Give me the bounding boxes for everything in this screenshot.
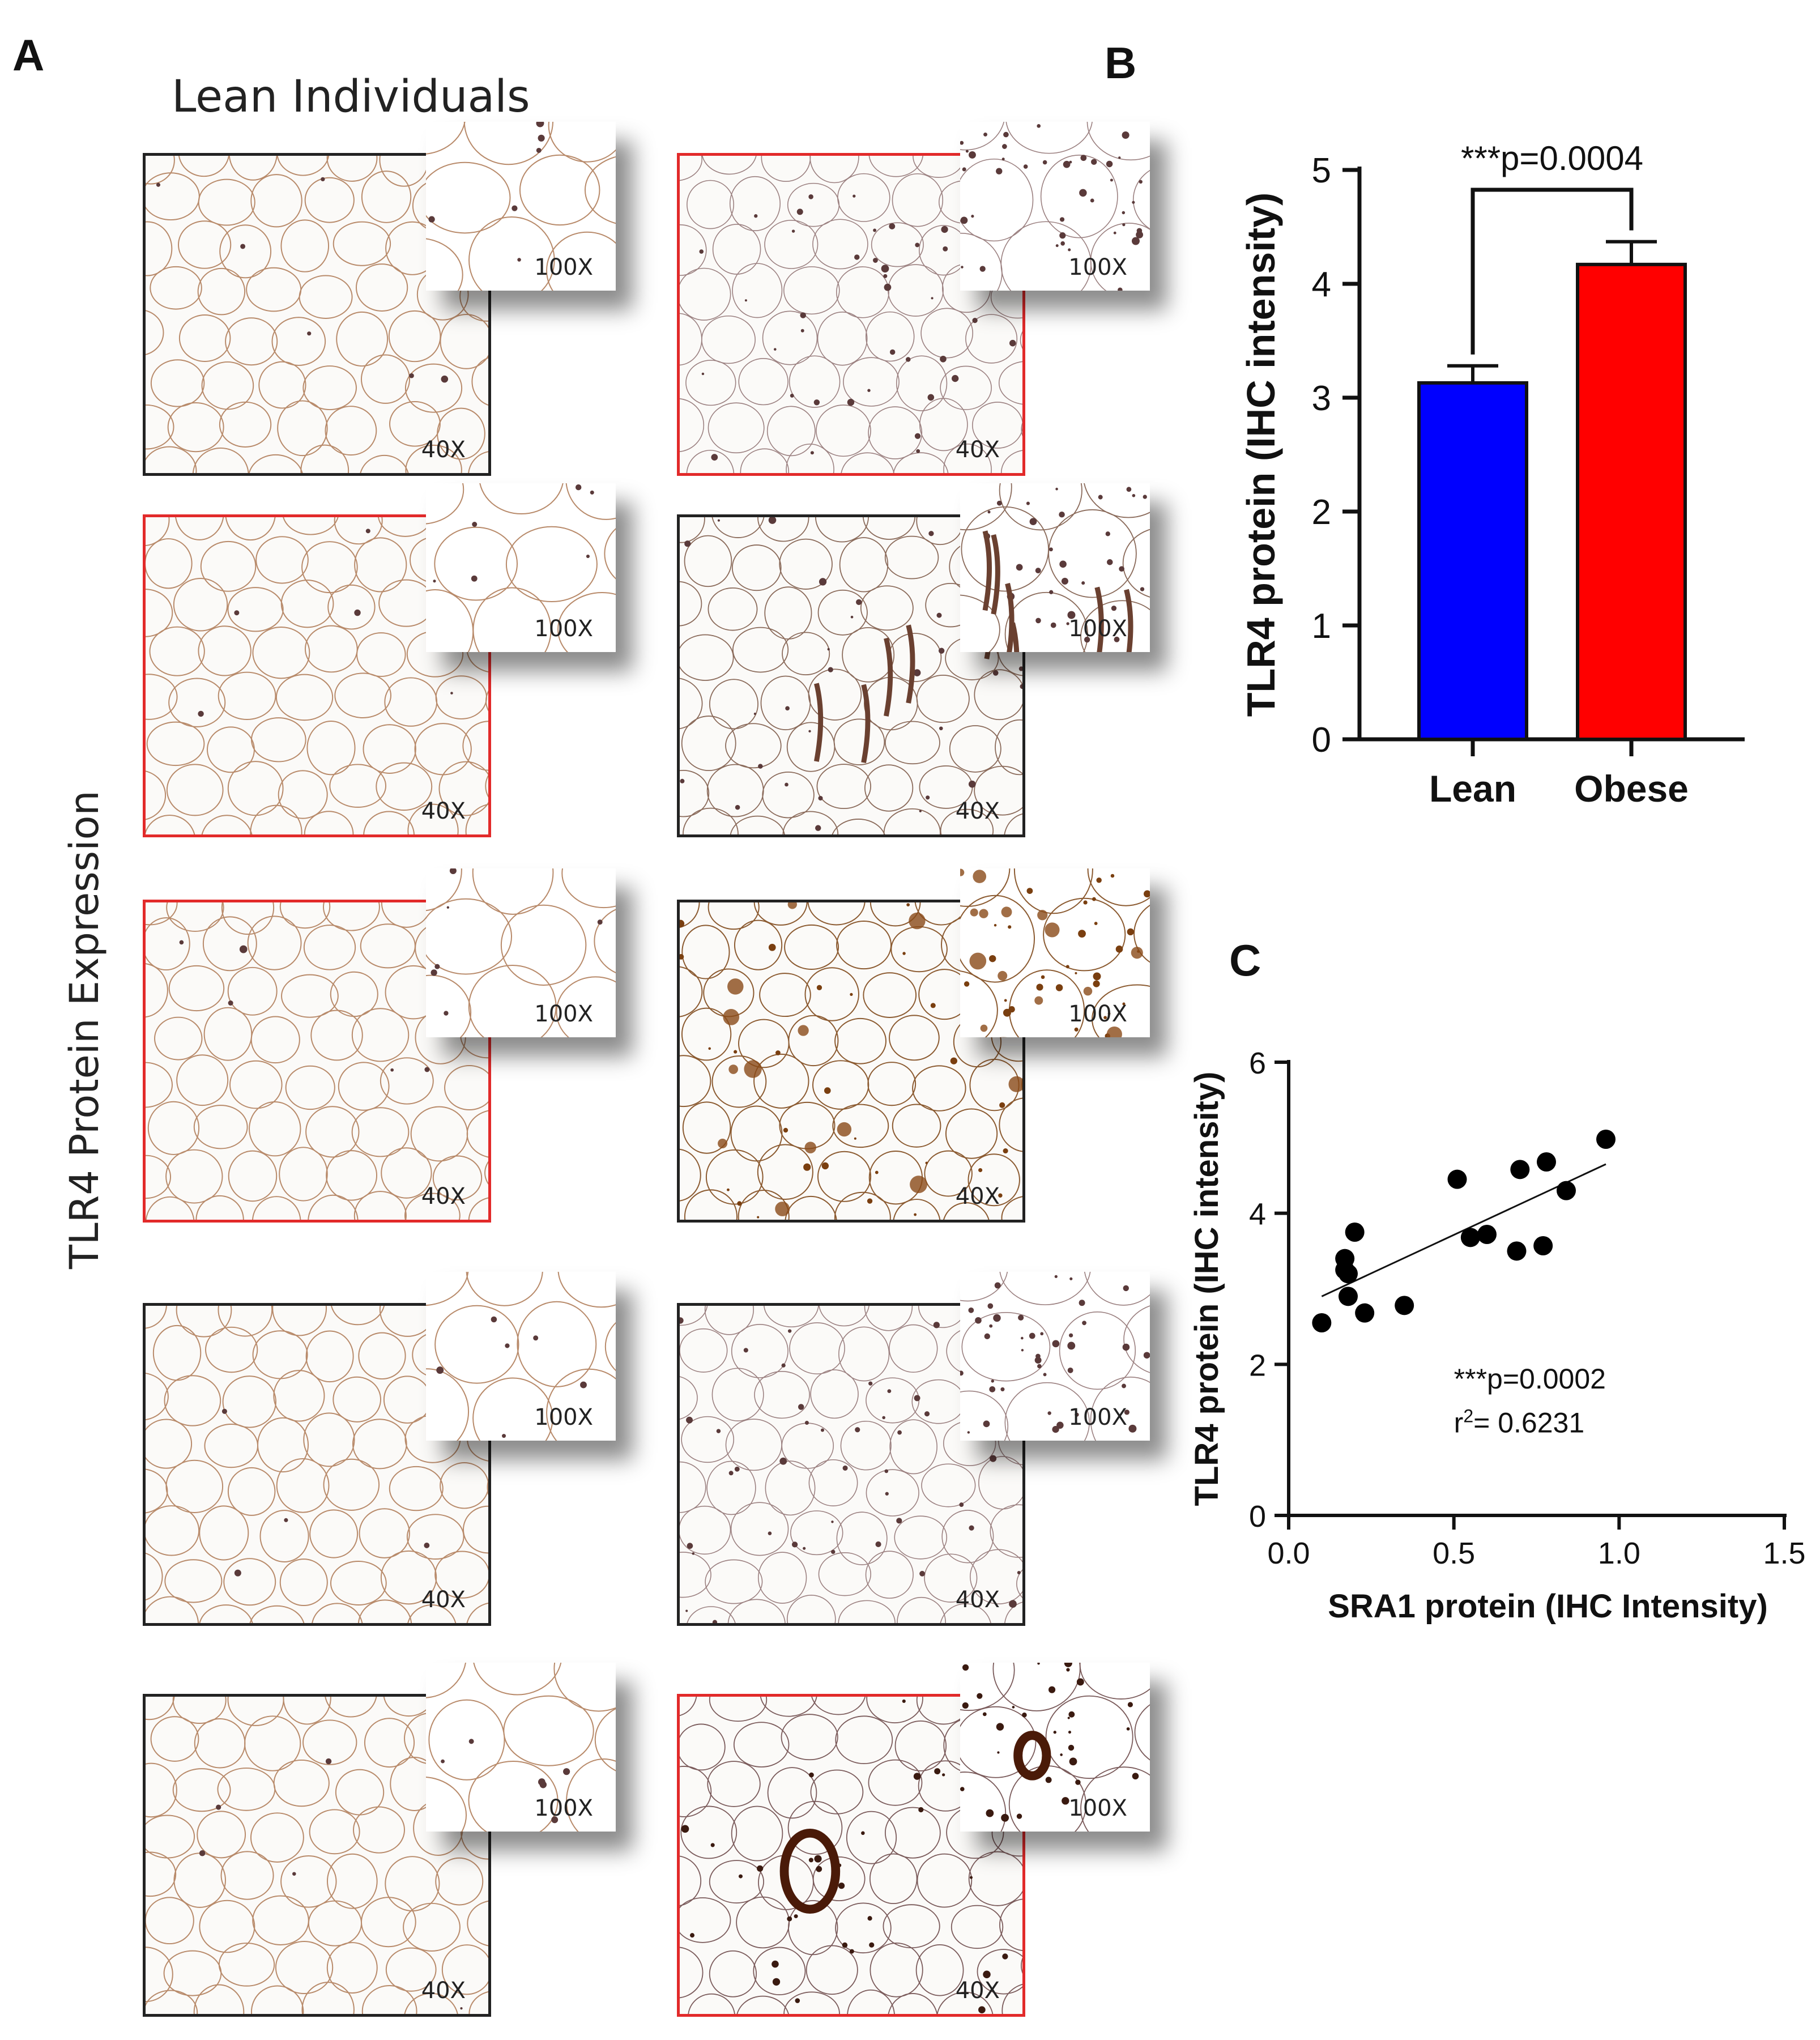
- bar-chart-y-tick-label: 0: [1312, 721, 1331, 760]
- micrograph-inset-100x: 100X: [960, 1272, 1150, 1441]
- magnification-label-40x: 40X: [955, 437, 1000, 463]
- scatter-x-tick-label: 0.0: [1267, 1536, 1310, 1570]
- magnification-label-40x: 40X: [421, 1587, 466, 1613]
- bar-chart: TLR4 protein (IHC intensity) 0 1 2 3 4 5 Lean…: [1239, 139, 1745, 810]
- micrograph-40x: 40X: [677, 900, 1025, 1223]
- magnification-label-100x: 100X: [534, 1795, 593, 1821]
- magnification-label-40x: 40X: [421, 798, 466, 824]
- scatter-point: [1355, 1303, 1375, 1323]
- bar-chart-y-tick-label: 2: [1312, 493, 1331, 532]
- panel-c-letter: C: [1229, 935, 1261, 985]
- bar-chart-y-tick-label: 5: [1312, 151, 1331, 190]
- scatter-point: [1339, 1287, 1358, 1306]
- scatter-y-axis-label: TLR4 protein (IHC intensity): [1188, 1072, 1225, 1506]
- magnification-label-40x: 40X: [421, 1183, 466, 1209]
- scatter-point: [1345, 1223, 1365, 1242]
- micrograph-inset-100x: 100X: [426, 122, 616, 291]
- scatter-point: [1477, 1225, 1497, 1244]
- scatter-chart: TLR4 protein (IHC intensity) SRA1 protei…: [1188, 1046, 1806, 1625]
- bar-chart-x-tick-label: Obese: [1574, 768, 1689, 810]
- micrograph-inset-100x: 100X: [960, 868, 1150, 1037]
- magnification-label-100x: 100X: [1068, 616, 1127, 642]
- bar-chart-y-tick-label: 4: [1312, 265, 1331, 304]
- scatter-y-tick-label: 0: [1249, 1500, 1266, 1534]
- scatter-r2-annotation: r2= 0.6231: [1454, 1406, 1584, 1438]
- scatter-point: [1533, 1236, 1553, 1255]
- micrograph-inset-100x: 100X: [426, 1272, 616, 1441]
- panel-b-letter: B: [1105, 38, 1137, 88]
- bar-chart-y-tick-label: 3: [1312, 379, 1331, 418]
- magnification-label-40x: 40X: [955, 1978, 1000, 2004]
- magnification-label-100x: 100X: [534, 616, 593, 642]
- micrograph-inset-100x: 100X: [960, 483, 1150, 652]
- scatter-point: [1460, 1228, 1480, 1247]
- scatter-point: [1557, 1181, 1576, 1200]
- magnification-label-100x: 100X: [534, 1404, 593, 1430]
- scatter-p-annotation: ***p=0.0002: [1454, 1363, 1606, 1395]
- panel-a-side-label: TLR4 Protein Expression: [61, 790, 108, 1269]
- magnification-label-100x: 100X: [1068, 1001, 1127, 1027]
- scatter-point: [1596, 1130, 1616, 1149]
- magnification-label-100x: 100X: [534, 1001, 593, 1027]
- scatter-point: [1339, 1264, 1358, 1284]
- magnification-label-40x: 40X: [421, 1978, 466, 2004]
- panel-a-heading: Lean Individuals: [172, 71, 530, 122]
- scatter-point: [1507, 1241, 1527, 1261]
- scatter-point: [1335, 1249, 1355, 1268]
- bar-lean: [1417, 381, 1528, 741]
- scatter-y-tick-label: 6: [1249, 1046, 1266, 1080]
- scatter-x-tick-label: 1.5: [1763, 1536, 1805, 1570]
- scatter-point: [1395, 1296, 1414, 1315]
- bar-chart-y-axis-label: TLR4 protein (IHC intensity): [1239, 193, 1283, 717]
- micrograph-inset-100x: 100X: [426, 868, 616, 1037]
- panel-a-letter: A: [12, 30, 45, 80]
- scatter-point: [1510, 1160, 1530, 1179]
- micrograph-inset-100x: 100X: [960, 1663, 1150, 1832]
- r2-value: = 0.6231: [1473, 1407, 1584, 1438]
- magnification-label-100x: 100X: [1068, 254, 1127, 280]
- r2-superscript: 2: [1463, 1406, 1473, 1426]
- magnification-label-40x: 40X: [421, 437, 466, 463]
- significance-bracket: [1471, 188, 1634, 355]
- scatter-x-tick-label: 1.0: [1598, 1536, 1640, 1570]
- micrograph-inset-100x: 100X: [426, 1663, 616, 1832]
- magnification-label-100x: 100X: [1068, 1404, 1127, 1430]
- scatter-y-tick-label: 2: [1249, 1348, 1266, 1382]
- scatter-x-tick-label: 0.5: [1433, 1536, 1475, 1570]
- scatter-point: [1537, 1152, 1556, 1172]
- magnification-label-100x: 100X: [534, 254, 593, 280]
- bar-obese: [1576, 262, 1687, 741]
- scatter-point: [1447, 1169, 1467, 1189]
- scatter-x-axis-label: SRA1 protein (IHC Intensity): [1328, 1588, 1768, 1625]
- scatter-y-tick-label: 4: [1249, 1198, 1266, 1232]
- micrograph-inset-100x: 100X: [960, 122, 1150, 291]
- bar-chart-y-tick-label: 1: [1312, 607, 1331, 646]
- micrograph-inset-100x: 100X: [426, 483, 616, 652]
- magnification-label-40x: 40X: [955, 798, 1000, 824]
- significance-annotation: ***p=0.0004: [1461, 139, 1643, 177]
- bar-chart-x-tick-label: Lean: [1429, 768, 1516, 810]
- micrograph-40x: 40X: [143, 1303, 491, 1626]
- r2-prefix: r: [1454, 1407, 1464, 1438]
- magnification-label-100x: 100X: [1068, 1795, 1127, 1821]
- magnification-label-40x: 40X: [955, 1183, 1000, 1209]
- scatter-point: [1312, 1313, 1332, 1332]
- magnification-label-40x: 40X: [955, 1587, 1000, 1613]
